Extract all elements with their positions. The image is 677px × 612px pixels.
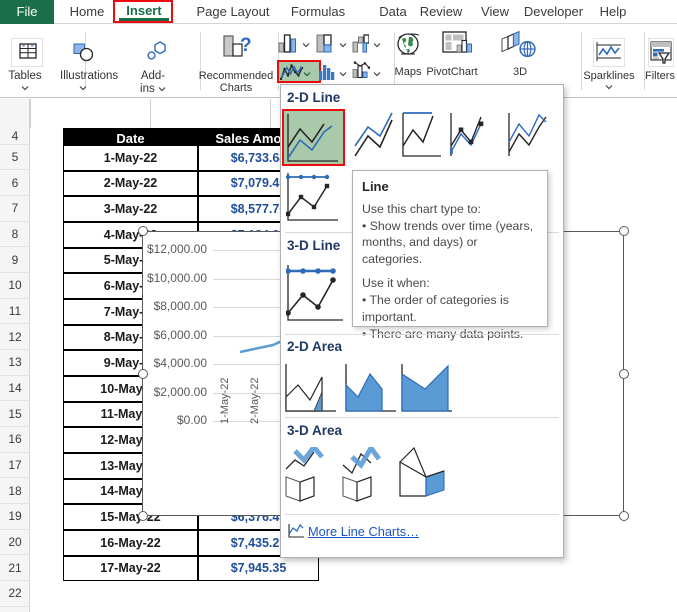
svg-text:?: ?	[240, 35, 252, 56]
